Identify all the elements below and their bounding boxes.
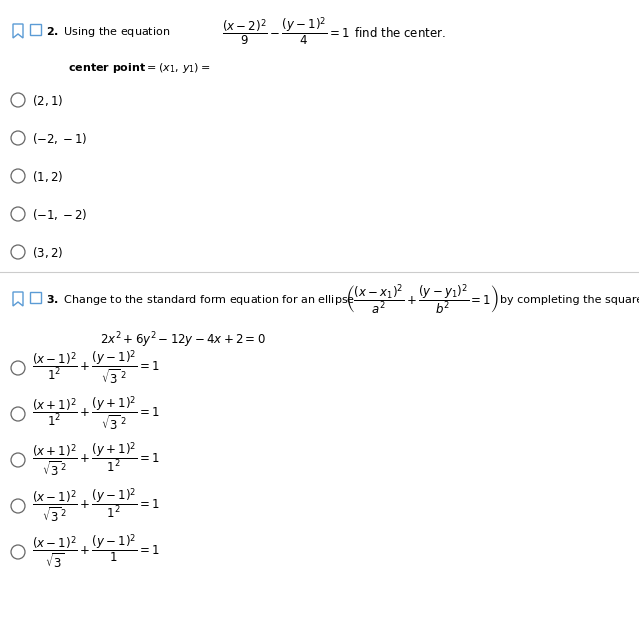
Text: $\dfrac{(x+1)^2}{\sqrt{3}^{\,2}} + \dfrac{(y+1)^2}{1^2} = 1$: $\dfrac{(x+1)^2}{\sqrt{3}^{\,2}} + \dfra… — [32, 441, 160, 479]
Text: $\dfrac{(x-2)^2}{9} - \dfrac{(y-1)^2}{4} = 1\,$ find the center.: $\dfrac{(x-2)^2}{9} - \dfrac{(y-1)^2}{4}… — [222, 16, 446, 48]
Text: $(3,2)$: $(3,2)$ — [32, 244, 63, 260]
Text: $\dfrac{(x-1)^2}{\sqrt{3}^{\,2}} + \dfrac{(y-1)^2}{1^2} = 1$: $\dfrac{(x-1)^2}{\sqrt{3}^{\,2}} + \dfra… — [32, 487, 160, 525]
Text: $(-1,-2)$: $(-1,-2)$ — [32, 207, 88, 222]
Text: $\dfrac{(x+1)^2}{1^2} + \dfrac{(y+1)^2}{\sqrt{3}^{\,2}} = 1$: $\dfrac{(x+1)^2}{1^2} + \dfrac{(y+1)^2}{… — [32, 395, 160, 433]
Text: $\mathbf{3.}$ Change to the standard form equation for an ellipse: $\mathbf{3.}$ Change to the standard for… — [46, 293, 355, 307]
Bar — [30, 24, 41, 35]
Text: $\left(\dfrac{(x-x_1)^2}{a^2} + \dfrac{(y-y_1)^2}{b^2} = 1\right)$: $\left(\dfrac{(x-x_1)^2}{a^2} + \dfrac{(… — [345, 283, 499, 318]
Text: $2x^2 + 6y^2 - 12y - 4x + 2 = 0$: $2x^2 + 6y^2 - 12y - 4x + 2 = 0$ — [100, 330, 266, 350]
Text: $\dfrac{(x-1)^2}{1^2} + \dfrac{(y-1)^2}{\sqrt{3}^{\,2}} = 1$: $\dfrac{(x-1)^2}{1^2} + \dfrac{(y-1)^2}{… — [32, 349, 160, 387]
Text: $(2,1)$: $(2,1)$ — [32, 93, 63, 108]
Text: $\mathbf{center\ point} = (x_1,\, y_1) =$: $\mathbf{center\ point} = (x_1,\, y_1) =… — [68, 61, 210, 75]
Text: $\mathbf{2.}$ Using the equation: $\mathbf{2.}$ Using the equation — [46, 25, 171, 39]
Text: $(1,2)$: $(1,2)$ — [32, 168, 63, 183]
Text: $\dfrac{(x-1)^2}{\sqrt{3}} + \dfrac{(y-1)^2}{1} = 1$: $\dfrac{(x-1)^2}{\sqrt{3}} + \dfrac{(y-1… — [32, 533, 160, 571]
Text: by completing the square.: by completing the square. — [500, 295, 639, 305]
Bar — [30, 292, 41, 303]
Text: $(-2,-1)$: $(-2,-1)$ — [32, 130, 88, 146]
